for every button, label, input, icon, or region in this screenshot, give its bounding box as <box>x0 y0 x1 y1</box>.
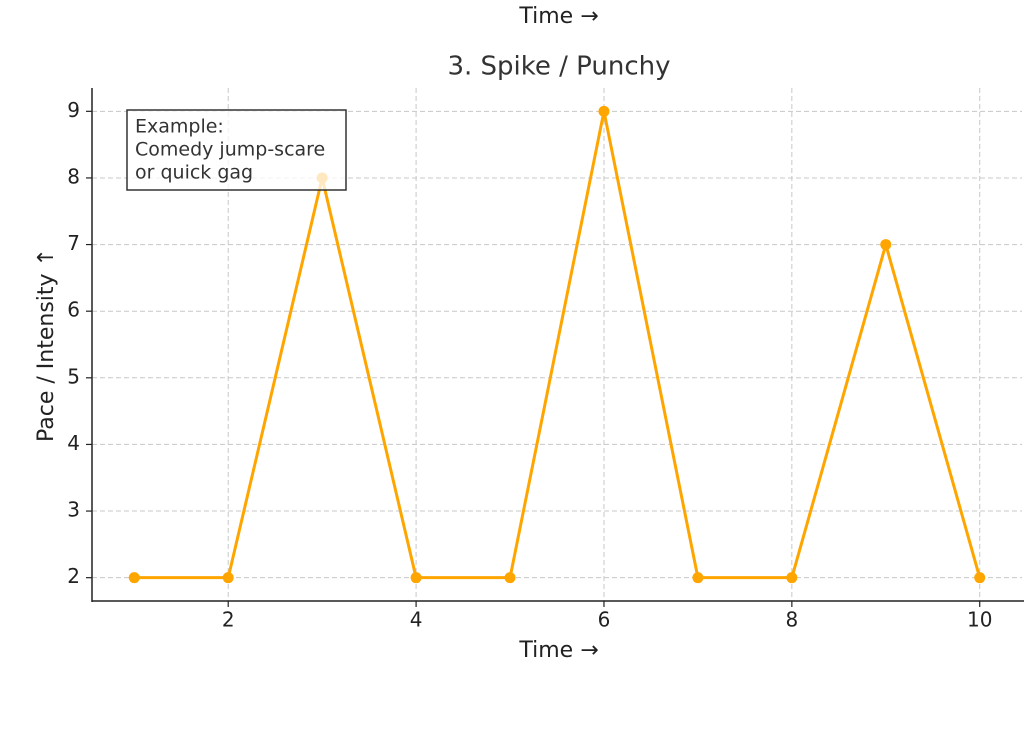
chart-title: 3. Spike / Punchy <box>447 52 670 82</box>
x-tick-label: 6 <box>598 608 611 632</box>
y-tick-label: 2 <box>67 564 80 588</box>
data-point <box>128 572 140 584</box>
x-axis-label: Time → <box>518 638 598 663</box>
data-line <box>134 109 982 580</box>
x-tick-label: 10 <box>967 608 992 632</box>
suptitle: Time → <box>518 4 598 29</box>
x-tick-label: 8 <box>785 608 798 632</box>
x-tick-label: 4 <box>410 608 423 632</box>
y-tick-label: 3 <box>67 498 80 522</box>
annotation-text: Comedy jump-scare <box>135 139 325 161</box>
x-tick-label: 2 <box>222 608 235 632</box>
y-tick-label: 4 <box>67 431 80 455</box>
data-point <box>222 572 234 584</box>
data-point <box>410 572 422 584</box>
data-point <box>692 572 704 584</box>
data-point <box>786 572 798 584</box>
y-tick-label: 6 <box>67 298 80 322</box>
y-tick-label: 7 <box>67 231 80 255</box>
data-point <box>598 105 610 117</box>
data-point <box>504 572 516 584</box>
data-point <box>880 239 892 251</box>
y-axis-label: Pace / Intensity ↑ <box>34 248 59 442</box>
y-tick-label: 5 <box>67 364 80 388</box>
data-point <box>974 572 986 584</box>
y-tick-label: 8 <box>67 164 80 188</box>
y-tick-label: 9 <box>67 98 80 122</box>
annotation-text: or quick gag <box>135 162 253 184</box>
annotation-box <box>126 109 347 191</box>
annotation-text: Example: <box>135 116 224 138</box>
